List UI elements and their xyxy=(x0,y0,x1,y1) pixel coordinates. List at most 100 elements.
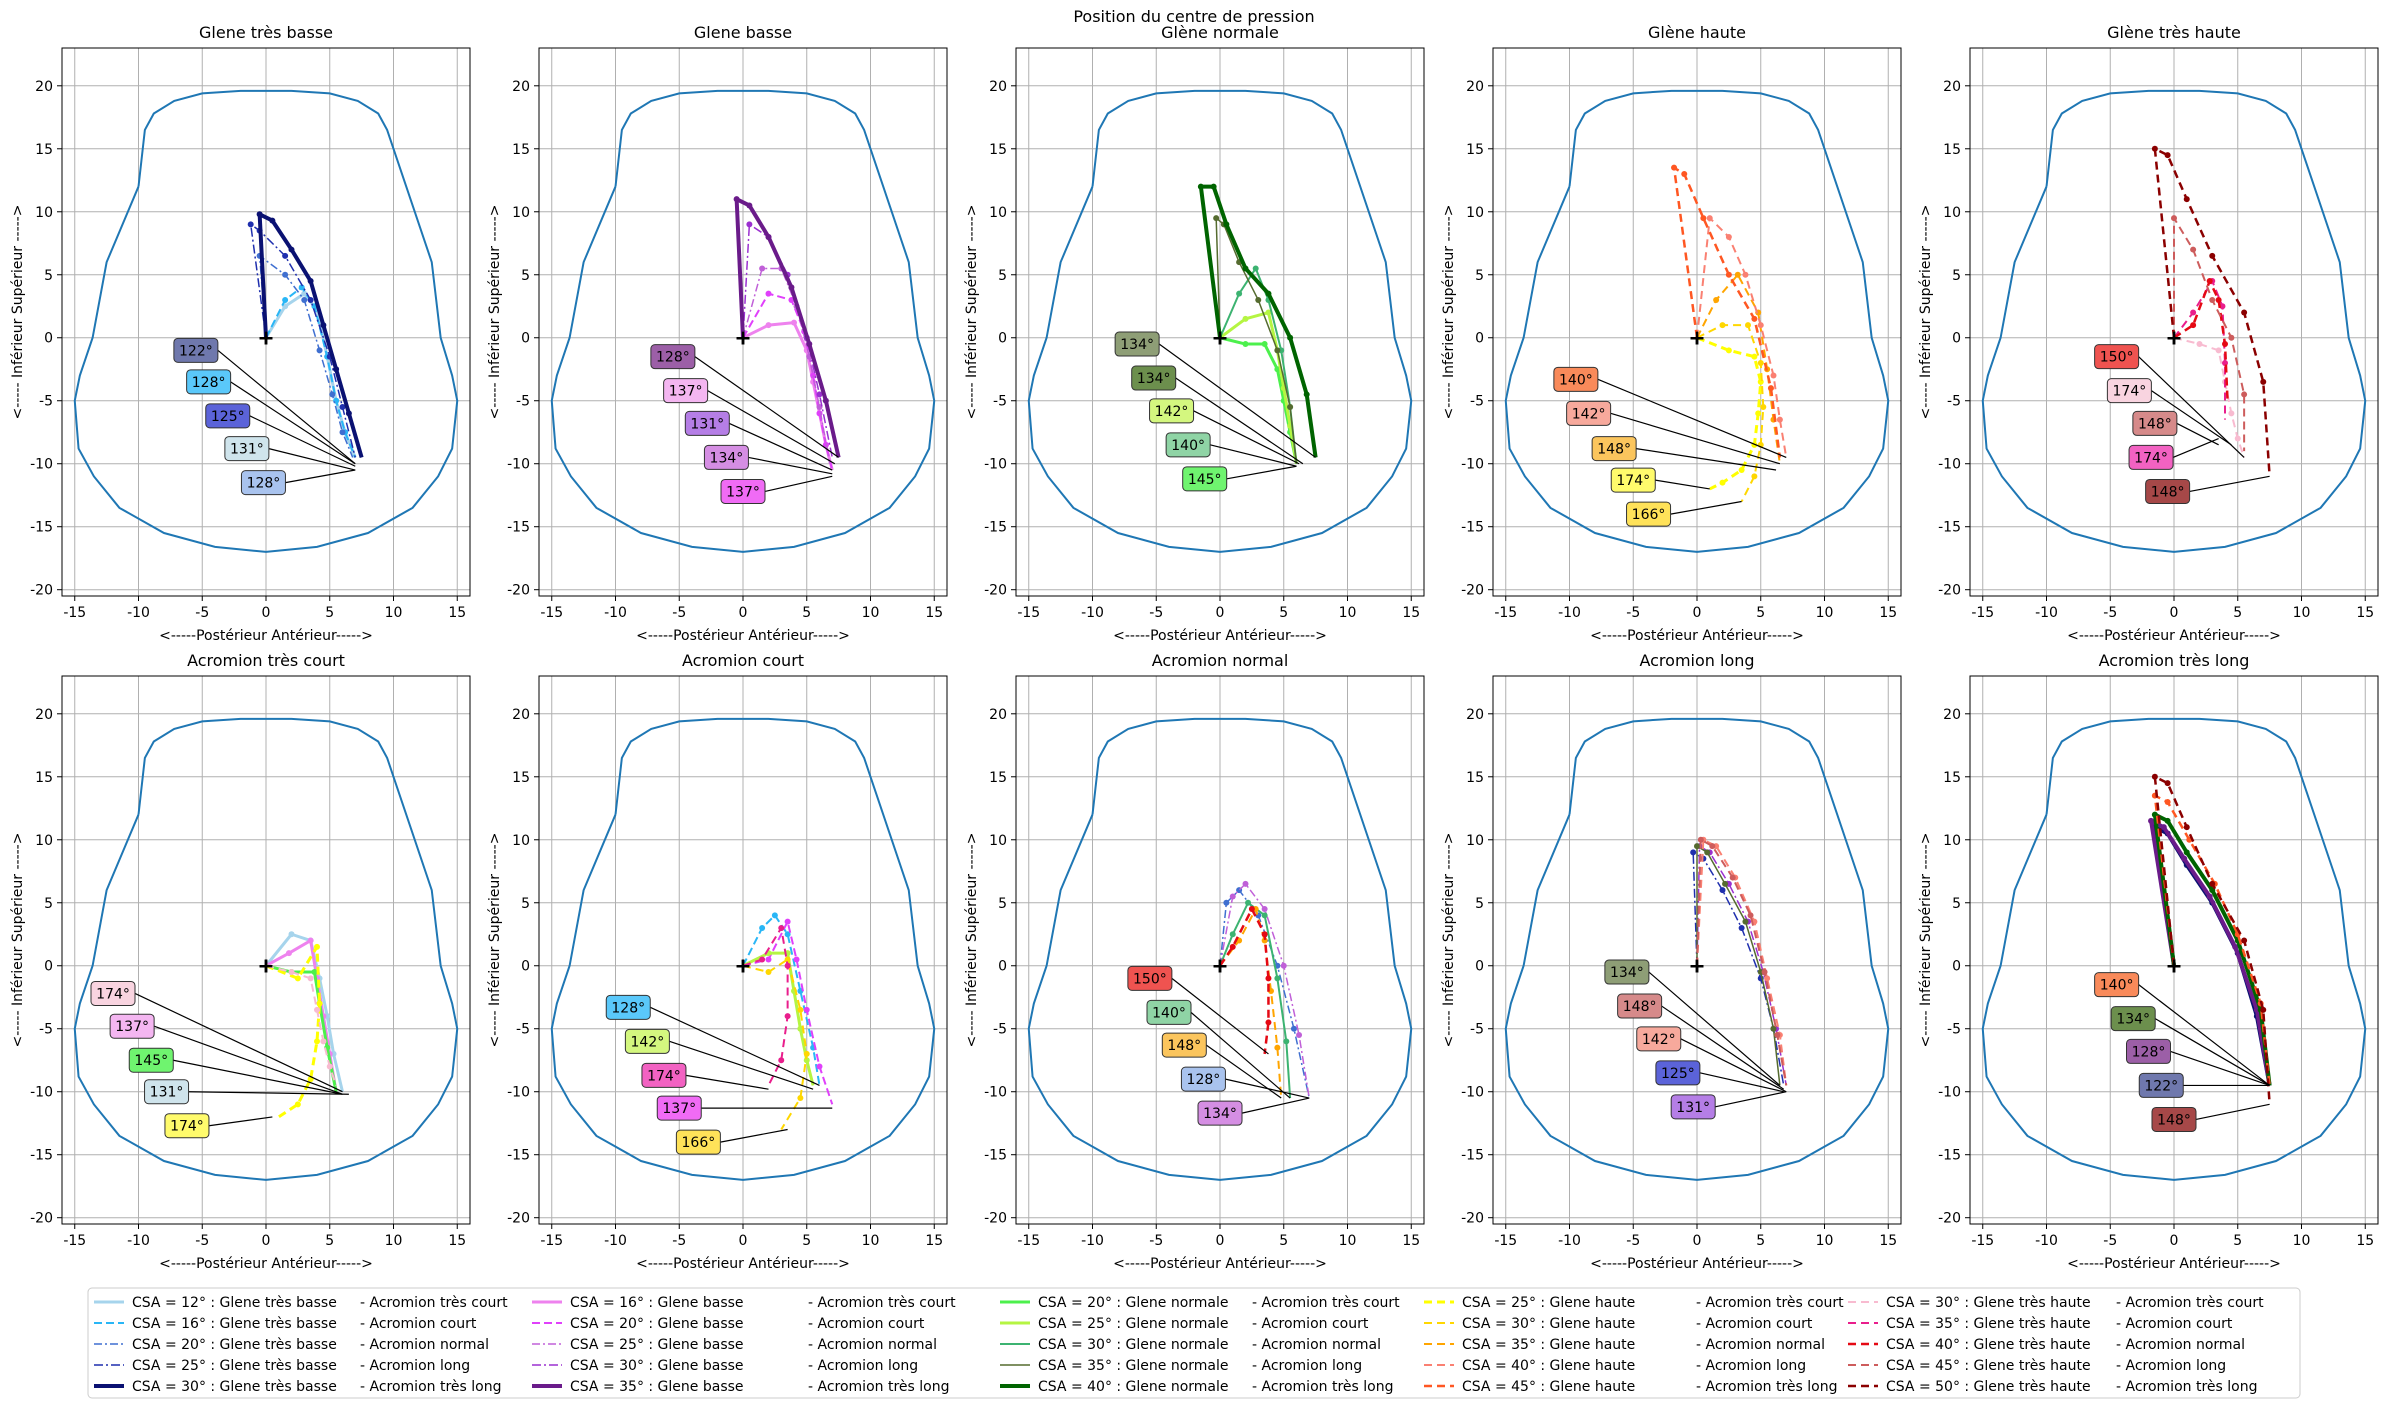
y-tick-label: 0 xyxy=(1952,959,1961,975)
y-tick-label: 20 xyxy=(989,707,1007,723)
callout-line xyxy=(1636,448,1777,471)
callout-label: 125° xyxy=(1661,1066,1695,1082)
data-point xyxy=(1719,887,1726,894)
x-tick-label: 10 xyxy=(2293,605,2311,621)
callout-box xyxy=(109,1013,155,1039)
callout-label: 150° xyxy=(1133,971,1167,987)
callout-label: 148° xyxy=(2157,1112,2191,1128)
callout-box xyxy=(1161,1032,1207,1058)
y-tick-label: 0 xyxy=(44,331,53,347)
data-point xyxy=(1725,347,1732,354)
y-tick-label: -10 xyxy=(984,1085,1007,1101)
callout-box xyxy=(1146,999,1192,1025)
data-point xyxy=(2171,215,2177,222)
data-point xyxy=(1719,322,1726,329)
data-point xyxy=(2260,1006,2267,1013)
x-tick-label: -5 xyxy=(1149,605,1163,621)
start-marker: + xyxy=(258,326,275,350)
callout-box xyxy=(1591,436,1637,462)
data-point xyxy=(320,322,327,329)
data-point xyxy=(759,956,766,963)
legend-label: CSA = 35° : Glene haute xyxy=(1462,1337,1635,1353)
data-point xyxy=(1751,315,1758,322)
data-point xyxy=(1694,843,1700,850)
legend-label: CSA = 35° : Glene normale xyxy=(1038,1358,1229,1374)
x-tick-label: -10 xyxy=(1558,605,1581,621)
x-tick-label: -10 xyxy=(604,1233,627,1249)
callout-box xyxy=(1670,1094,1716,1120)
y-tick-label: -5 xyxy=(1947,1022,1961,1038)
series-line xyxy=(265,945,322,1119)
legend-label: CSA = 16° : Glene très basse xyxy=(132,1316,337,1332)
x-tick-label: 15 xyxy=(1402,1233,1420,1249)
glenoid-outline xyxy=(1504,89,1890,553)
callout-label: 174° xyxy=(647,1068,681,1084)
data-point xyxy=(1709,843,1716,850)
legend-label: - Acromion très court xyxy=(1696,1295,1844,1311)
data-point xyxy=(326,1063,333,1070)
x-axis-label: <-----Postérieur Antérieur-----> xyxy=(2067,628,2281,644)
callout-box xyxy=(656,1095,702,1121)
data-point xyxy=(1776,416,1783,423)
legend-label: CSA = 25° : Glene basse xyxy=(570,1337,744,1353)
x-tick-label: 15 xyxy=(448,605,466,621)
callout-line xyxy=(208,1116,273,1127)
legend-label: CSA = 20° : Glene très basse xyxy=(132,1337,337,1353)
callout-box xyxy=(1180,1066,1226,1092)
y-tick-label: 10 xyxy=(1943,833,1961,849)
callout-box xyxy=(90,980,136,1006)
data-point xyxy=(1210,183,1217,190)
data-point xyxy=(1690,849,1697,856)
data-point xyxy=(2209,880,2216,887)
data-point xyxy=(1706,215,1713,222)
y-tick-label: 0 xyxy=(1952,331,1961,347)
data-point xyxy=(797,1006,804,1013)
data-point xyxy=(2228,410,2235,417)
data-point xyxy=(1261,906,1268,913)
panel-title: Acromion long xyxy=(1639,651,1754,670)
y-tick-label: 15 xyxy=(35,142,53,158)
x-tick-label: -5 xyxy=(1149,1233,1163,1249)
callout-box xyxy=(2094,344,2140,370)
panel-title: Acromion normal xyxy=(1152,651,1289,670)
callout-box xyxy=(684,410,730,436)
y-tick-label: 5 xyxy=(1475,896,1484,912)
data-point xyxy=(1245,899,1252,906)
y-axis-label: <----- Inférieur Supérieur -----> xyxy=(964,833,980,1048)
x-tick-label: 5 xyxy=(1279,1233,1288,1249)
callout-box xyxy=(1182,466,1228,492)
chart-panel: +++++128°142°174°137°166°-15 -10 -5 0 5 10 15-… xyxy=(487,651,948,1272)
legend: CSA = 12° : Glene très basse CSA = 16° : … xyxy=(87,1287,2301,1399)
y-axis-label: <----- Inférieur Supérieur -----> xyxy=(487,833,503,1048)
data-point xyxy=(2209,296,2216,303)
data-point xyxy=(765,290,772,297)
x-tick-label: 10 xyxy=(862,605,880,621)
legend-label: CSA = 12° : Glene très basse xyxy=(132,1295,337,1311)
callout-label: 131° xyxy=(690,416,724,432)
x-tick-label: 5 xyxy=(325,605,334,621)
glenoid-outline xyxy=(1504,717,1890,1181)
y-tick-label: -15 xyxy=(30,520,53,536)
data-point xyxy=(345,410,352,417)
x-tick-label: 0 xyxy=(2170,605,2179,621)
x-tick-label: -15 xyxy=(1971,1233,1994,1249)
y-tick-label: -15 xyxy=(30,1148,53,1164)
legend-label: CSA = 25° : Glene haute xyxy=(1462,1295,1635,1311)
callout-box xyxy=(1626,501,1672,527)
y-tick-label: 0 xyxy=(44,959,53,975)
y-tick-label: 20 xyxy=(989,79,1007,95)
data-point xyxy=(1287,404,1294,411)
y-tick-label: -20 xyxy=(984,583,1007,599)
callout-line xyxy=(649,1006,820,1086)
data-point xyxy=(1283,1038,1290,1045)
start-marker: + xyxy=(2166,326,2183,350)
callout-line xyxy=(748,456,833,475)
data-point xyxy=(778,1057,785,1064)
x-axis-label: <-----Postérieur Antérieur-----> xyxy=(1113,1256,1327,1272)
callout-label: 174° xyxy=(1616,473,1650,489)
callout-label: 134° xyxy=(1120,337,1154,353)
y-tick-label: -5 xyxy=(993,1022,1007,1038)
y-tick-label: -5 xyxy=(993,394,1007,410)
data-point xyxy=(1287,334,1294,341)
data-point xyxy=(1738,467,1745,474)
